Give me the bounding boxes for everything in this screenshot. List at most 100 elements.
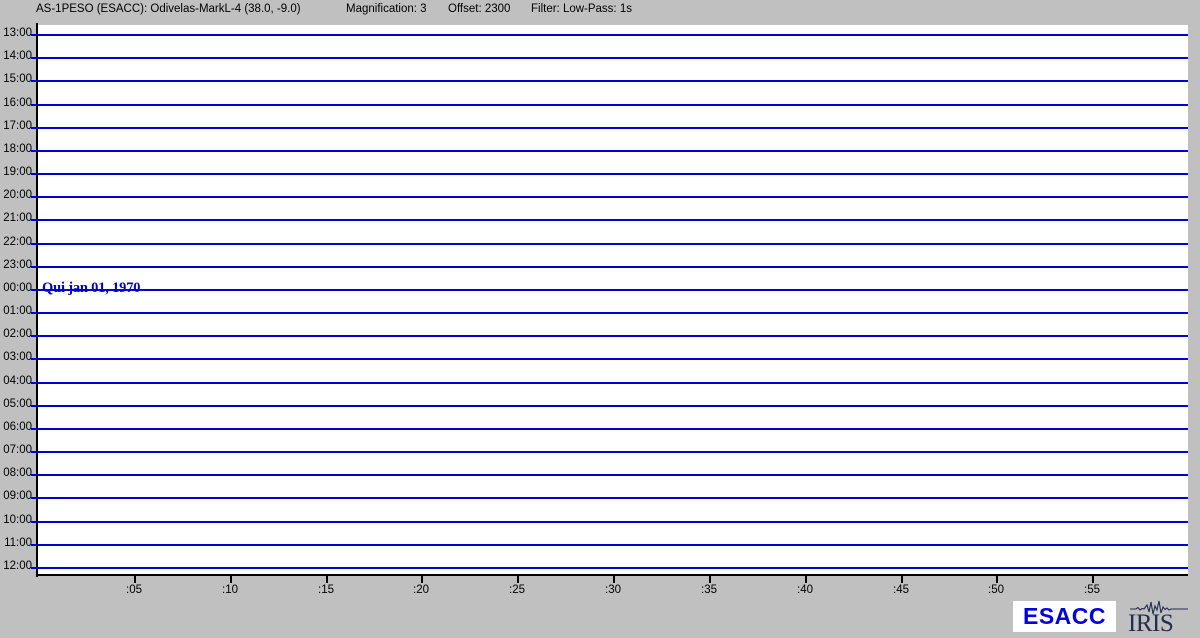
y-axis-tick — [31, 289, 38, 291]
esacc-logo[interactable]: ESACC — [1013, 601, 1116, 632]
y-axis-label: 18:00 — [3, 143, 32, 155]
trace-line — [38, 335, 1188, 337]
esacc-logo-text: ESACC — [1022, 603, 1106, 629]
trace-line — [38, 80, 1188, 82]
x-axis-label: :35 — [701, 584, 717, 596]
x-axis-tick — [709, 576, 711, 583]
y-axis-tick — [31, 57, 38, 59]
x-axis-tick — [613, 576, 615, 583]
trace-line — [38, 497, 1188, 499]
trace-line — [38, 243, 1188, 245]
seismogram-icon — [1130, 600, 1188, 615]
x-axis-label: :30 — [605, 584, 621, 596]
y-axis-tick — [31, 567, 38, 569]
y-axis-tick — [31, 497, 38, 499]
y-axis-tick — [31, 219, 38, 221]
y-axis-label: 08:00 — [3, 467, 32, 479]
trace-line — [38, 428, 1188, 430]
x-axis-label: :05 — [126, 584, 142, 596]
y-axis-tick — [31, 544, 38, 546]
x-axis-label: :20 — [413, 584, 429, 596]
trace-line — [38, 567, 1188, 569]
y-axis-label: 14:00 — [3, 50, 32, 62]
trace-line — [38, 34, 1188, 36]
y-axis-label: 06:00 — [3, 421, 32, 433]
filter-label: Filter: Low-Pass: 1s — [531, 3, 632, 15]
y-axis-tick — [31, 382, 38, 384]
x-axis-tick — [230, 576, 232, 583]
x-axis-tick — [805, 576, 807, 583]
iris-logo-graphic: IRIS — [1128, 600, 1188, 636]
y-axis-tick — [31, 243, 38, 245]
x-axis-label: :10 — [222, 584, 238, 596]
y-axis-tick — [31, 104, 38, 106]
offset-label: Offset: 2300 — [448, 3, 511, 15]
y-axis-label: 11:00 — [4, 537, 32, 549]
y-axis-label: 20:00 — [3, 189, 32, 201]
trace-line — [38, 196, 1188, 198]
y-axis-label: 01:00 — [3, 305, 32, 317]
trace-line — [38, 382, 1188, 384]
y-axis-tick — [31, 34, 38, 36]
trace-line — [38, 266, 1188, 268]
y-axis-label: 03:00 — [3, 351, 32, 363]
y-axis-label: 10:00 — [3, 514, 32, 526]
y-axis-tick — [31, 312, 38, 314]
trace-line — [38, 544, 1188, 546]
y-axis-tick — [31, 521, 38, 523]
y-axis-label: 07:00 — [3, 444, 32, 456]
trace-line — [38, 405, 1188, 407]
x-axis-tick — [326, 576, 328, 583]
x-axis-tick — [421, 576, 423, 583]
trace-line — [38, 127, 1188, 129]
helicorder-plot-area — [38, 25, 1188, 575]
date-annotation: Qui jan 01, 1970 — [42, 280, 141, 296]
header-bar: AS-1PESO (ESACC): Odivelas-MarkL-4 (38.0… — [0, 0, 1200, 22]
trace-line — [38, 474, 1188, 476]
y-axis-label: 13:00 — [3, 27, 32, 39]
y-axis-line — [36, 23, 38, 577]
iris-logo[interactable]: IRIS — [1128, 600, 1190, 636]
iris-wordmark: IRIS — [1128, 610, 1173, 636]
trace-line — [38, 312, 1188, 314]
magnification-label: Magnification: 3 — [346, 3, 427, 15]
y-axis-tick — [31, 127, 38, 129]
y-axis-tick — [31, 266, 38, 268]
x-axis-label: :40 — [797, 584, 813, 596]
x-axis-line — [36, 574, 1188, 576]
x-axis-tick — [996, 576, 998, 583]
y-axis-label: 00:00 — [3, 282, 32, 294]
y-axis-label: 12:00 — [3, 560, 32, 572]
y-axis-label: 22:00 — [3, 236, 32, 248]
y-axis-label: 23:00 — [3, 259, 32, 271]
x-axis-label: :55 — [1084, 584, 1100, 596]
x-axis-label: :45 — [893, 584, 909, 596]
y-axis-tick — [31, 335, 38, 337]
y-axis-label: 21:00 — [3, 212, 32, 224]
trace-line — [38, 451, 1188, 453]
y-axis-label: 15:00 — [3, 73, 32, 85]
x-axis-label: :15 — [318, 584, 334, 596]
y-axis-tick — [31, 405, 38, 407]
y-axis-tick — [31, 173, 38, 175]
x-axis-tick — [1092, 576, 1094, 583]
x-axis-tick — [901, 576, 903, 583]
station-info-label: AS-1PESO (ESACC): Odivelas-MarkL-4 (38.0… — [36, 3, 301, 15]
x-axis-tick — [517, 576, 519, 583]
y-axis-label: 16:00 — [3, 97, 32, 109]
y-axis-label: 19:00 — [3, 166, 32, 178]
y-axis-label: 05:00 — [3, 398, 32, 410]
y-axis-label: 17:00 — [3, 120, 32, 132]
trace-line — [38, 57, 1188, 59]
trace-line — [38, 521, 1188, 523]
y-axis-tick — [31, 474, 38, 476]
y-axis-label: 02:00 — [3, 328, 32, 340]
x-axis-label: :25 — [509, 584, 525, 596]
trace-line — [38, 289, 1188, 291]
trace-line — [38, 219, 1188, 221]
y-axis-tick — [31, 428, 38, 430]
y-axis-tick — [31, 358, 38, 360]
trace-line — [38, 358, 1188, 360]
trace-line — [38, 104, 1188, 106]
y-axis-tick — [31, 451, 38, 453]
